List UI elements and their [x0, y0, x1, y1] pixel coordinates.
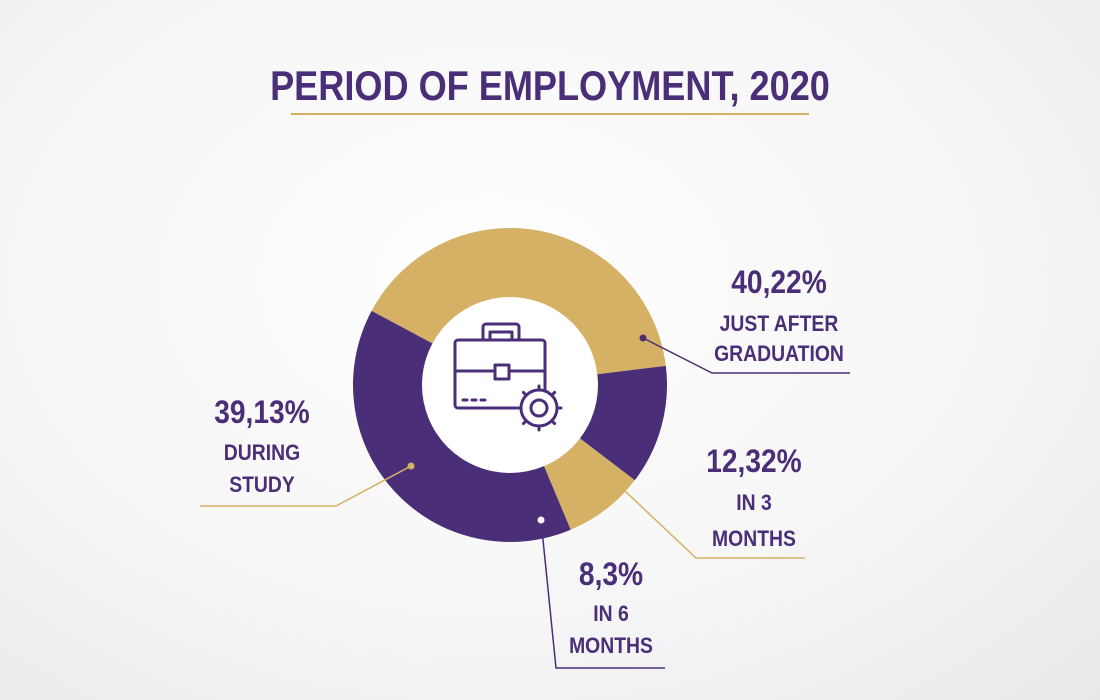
slice-desc-just-after-1: JUST AFTER: [720, 312, 839, 336]
slice-desc-during-study-2: STUDY: [229, 473, 295, 497]
chart-title: PERIOD OF EMPLOYMENT, 2020: [270, 64, 830, 110]
leader-dots: [407, 334, 647, 524]
slice-desc-in-6-months-1: IN 6: [593, 602, 629, 626]
slice-desc-in-3-months-2: MONTHS: [712, 527, 796, 551]
leader-dot-in-3-months: [604, 471, 612, 479]
slice-desc-in-6-months-2: MONTHS: [569, 634, 653, 658]
leader-line-in-3-months: [607, 474, 805, 559]
leader-dot-in-6-months: [537, 516, 545, 524]
slice-pct-in-3-months: 12,32%: [706, 444, 801, 479]
leader-line-in-6-months: [540, 519, 665, 669]
slice-desc-during-study-1: DURING: [224, 441, 300, 465]
slice-pct-just-after: 40,22%: [731, 265, 826, 300]
briefcase-gear-icon: [453, 322, 563, 432]
leader-lines: [200, 337, 850, 669]
slice-desc-just-after-2: GRADUATION: [714, 342, 844, 366]
slice-pct-in-6-months: 8,3%: [579, 557, 643, 592]
leader-line-just-after: [642, 337, 850, 374]
leader-dot-just-after: [639, 334, 647, 342]
slice-desc-in-3-months-1: IN 3: [736, 491, 772, 515]
slice-pct-during-study: 39,13%: [214, 395, 309, 430]
leader-dot-during-study: [407, 462, 415, 470]
leader-line-during-study: [200, 465, 412, 507]
